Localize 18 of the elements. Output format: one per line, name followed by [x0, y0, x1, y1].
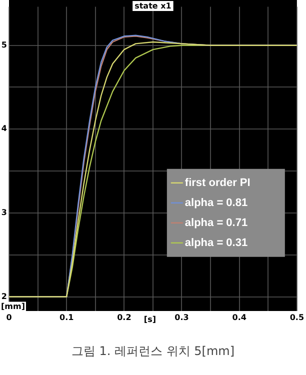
legend-label: alpha = 0.31 — [184, 236, 248, 249]
legend-label: alpha = 0.71 — [184, 216, 248, 229]
x-tick-label: 0 — [6, 312, 12, 322]
x-tick-label: 0.2 — [117, 312, 132, 322]
x-tick-label: 0.5 — [290, 312, 304, 322]
x-tick-label: 0.1 — [59, 312, 74, 322]
legend-label: alpha = 0.81 — [184, 196, 248, 209]
caption: 그림 1. 레퍼런스 위치 5[mm] — [71, 344, 235, 358]
y-tick-label: 5 — [1, 40, 8, 50]
x-tick-label: 0.3 — [174, 312, 189, 322]
x-axis-title: [s] — [144, 315, 156, 324]
y-tick-label: 3 — [1, 208, 7, 218]
y-axis-title: [mm] — [1, 302, 25, 311]
y-tick-label: 2 — [1, 292, 7, 301]
y-tick-label: 4 — [1, 124, 8, 134]
legend-label: first order PI — [184, 176, 250, 189]
x-tick-label: 0.4 — [232, 312, 247, 322]
chart-title: state x1 — [134, 2, 172, 11]
